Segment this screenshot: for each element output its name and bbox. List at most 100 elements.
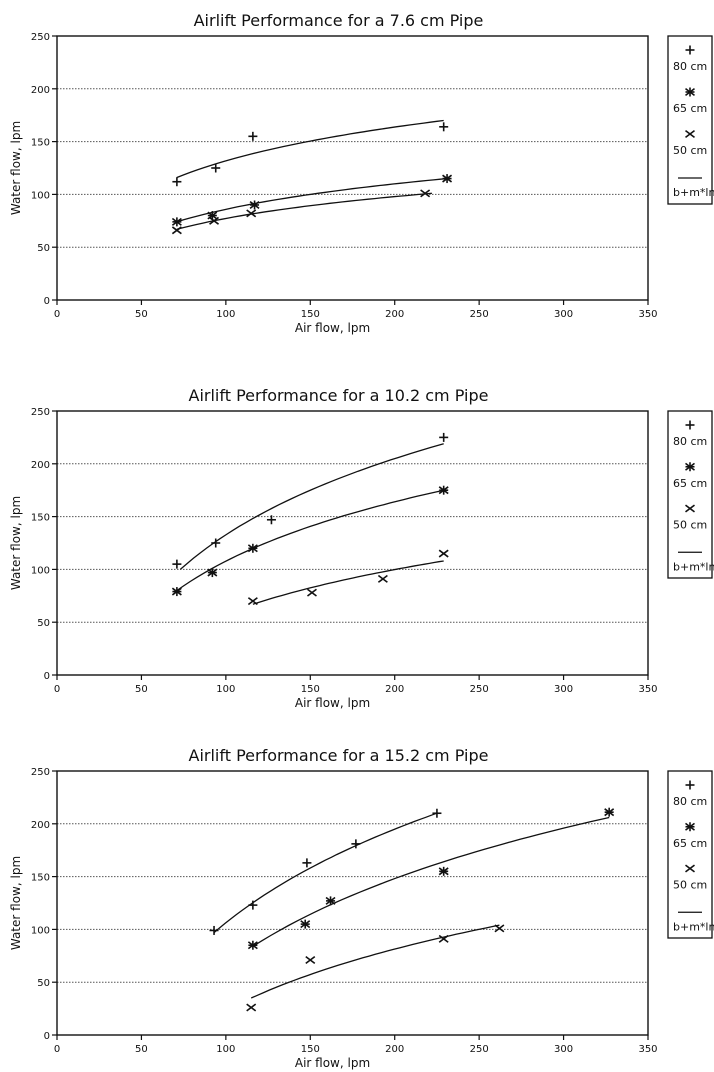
chart-2: Airlift Performance for a 10.2 cm Pipe 0 5… [9, 386, 714, 710]
legend-marker-2 [685, 462, 695, 472]
plot-frame [56, 770, 649, 1036]
y-tick-label-1: 50 [37, 618, 50, 629]
y-tick-label-4: 200 [31, 460, 50, 471]
data-point-s1-1 [209, 925, 219, 935]
data-point-s1-5 [432, 808, 442, 818]
y-tick-label-0: 0 [44, 1031, 50, 1042]
legend-frame [667, 35, 713, 205]
x-tick-label-6: 300 [554, 684, 573, 695]
x-tick-label-4: 200 [385, 684, 404, 695]
fit-curve-3 [252, 560, 444, 605]
data-point-s2-1 [171, 217, 182, 227]
data-point-s2-5 [604, 807, 615, 817]
x-tick-label-4: 200 [385, 1044, 404, 1055]
data-point-s3-1 [246, 1003, 257, 1012]
y-tick-label-5: 250 [31, 407, 50, 418]
x-tick-label-5: 250 [470, 684, 489, 695]
x-axis-label: Air flow, lpm [295, 696, 370, 710]
y-tick-label-4: 200 [31, 85, 50, 96]
data-point-s3-3 [438, 934, 449, 943]
data-point-s1-4 [439, 432, 449, 442]
legend-marker-2 [685, 87, 695, 97]
data-point-s1-4 [351, 839, 361, 849]
legend-marker-3 [685, 129, 695, 139]
x-tick-label-1: 50 [135, 684, 148, 695]
legend-label-3: 50 cm [673, 144, 707, 157]
data-point-s3-4 [494, 924, 505, 933]
x-tick-label-1: 50 [135, 1044, 148, 1055]
data-point-s1-2 [211, 538, 221, 548]
data-point-s1-3 [248, 131, 258, 141]
legend-marker-1 [685, 780, 695, 790]
fit-curve-2 [252, 816, 610, 947]
data-point-s2-3 [325, 896, 336, 906]
legend-frame [667, 770, 713, 939]
data-point-s3-3 [377, 574, 388, 583]
fit-curve-3 [176, 192, 432, 230]
x-tick-label-6: 300 [554, 309, 573, 320]
y-tick-label-1: 50 [37, 978, 50, 989]
y-tick-label-2: 100 [31, 190, 50, 201]
data-point-s2-1 [247, 940, 258, 950]
y-tick-label-3: 150 [31, 138, 50, 149]
x-tick-label-0: 0 [54, 309, 60, 320]
y-tick-label-5: 250 [31, 767, 50, 778]
fit-curve-3 [250, 924, 500, 999]
legend-label-1: 80 cm [673, 60, 707, 73]
fit-curve-2 [176, 489, 444, 592]
legend: 80 cm 65 cm 50 cm b+m*lnx [667, 410, 714, 579]
data-point-s3-4 [438, 549, 449, 558]
legend-marker-3 [685, 504, 695, 513]
y-tick-label-0: 0 [44, 671, 50, 682]
y-tick-label-3: 150 [31, 873, 50, 884]
data-point-s3-1 [171, 226, 182, 235]
legend-frame [667, 410, 713, 579]
legend-label-3: 50 cm [673, 879, 707, 892]
legend-label-3: 50 cm [673, 519, 707, 532]
legend-marker-2 [685, 822, 695, 832]
data-point-s1-1 [172, 559, 182, 569]
fit-curve-1 [179, 443, 444, 570]
data-point-s2-2 [207, 568, 218, 578]
legend: 80 cm 65 cm 50 cm b+m*lnx [667, 35, 714, 205]
data-point-s2-4 [442, 174, 453, 184]
legend-label-2: 65 cm [673, 837, 707, 850]
y-axis-label: Water flow, lpm [9, 121, 23, 215]
fit-curve-2 [176, 177, 448, 223]
data-point-s3-2 [306, 588, 317, 597]
data-point-s3-4 [420, 189, 431, 198]
x-tick-label-7: 350 [638, 309, 657, 320]
y-tick-label-4: 200 [31, 820, 50, 831]
legend-marker-1 [685, 420, 695, 430]
chart-3: Airlift Performance for a 15.2 cm Pipe 0 5… [9, 746, 714, 1070]
data-point-s1-4 [439, 122, 449, 132]
x-tick-label-3: 150 [301, 1044, 320, 1055]
x-tick-label-2: 100 [216, 1044, 235, 1055]
x-tick-label-7: 350 [638, 1044, 657, 1055]
y-axis-label: Water flow, lpm [9, 856, 23, 950]
y-tick-label-1: 50 [37, 243, 50, 254]
data-point-s1-3 [302, 858, 312, 868]
fit-curve-1 [213, 812, 438, 934]
data-point-s3-3 [246, 209, 257, 218]
chart-title: Airlift Performance for a 15.2 cm Pipe [189, 746, 489, 765]
data-point-s3-1 [247, 597, 258, 606]
y-tick-label-2: 100 [31, 565, 50, 576]
legend-label-4: b+m*lnx [673, 186, 714, 199]
x-tick-label-5: 250 [470, 309, 489, 320]
x-tick-label-3: 150 [301, 309, 320, 320]
data-point-s3-2 [305, 956, 316, 965]
chart-title: Airlift Performance for a 7.6 cm Pipe [194, 11, 484, 30]
data-point-s1-3 [266, 515, 276, 525]
fit-curve-1 [176, 119, 444, 179]
x-tick-label-2: 100 [216, 684, 235, 695]
x-axis-label: Air flow, lpm [295, 321, 370, 335]
data-point-s2-2 [207, 211, 218, 221]
legend-label-2: 65 cm [673, 102, 707, 115]
chart-1: Airlift Performance for a 7.6 cm Pipe 0 50… [9, 11, 714, 335]
x-tick-label-2: 100 [216, 309, 235, 320]
plot-frame [56, 410, 649, 676]
legend-label-2: 65 cm [673, 477, 707, 490]
legend-marker-1 [685, 45, 695, 55]
y-tick-label-5: 250 [31, 32, 50, 43]
